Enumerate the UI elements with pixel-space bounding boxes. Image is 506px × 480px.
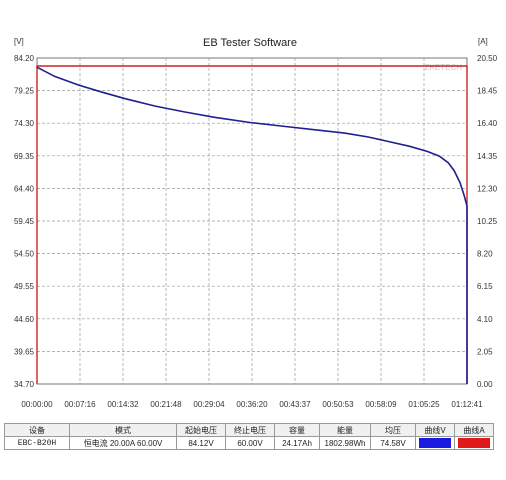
header-mode: 模式	[69, 423, 177, 437]
x-tick-labels: 00:00:00 00:07:16 00:14:32 00:21:48 00:29:04…	[21, 400, 483, 409]
x-tick-label: 00:14:32	[107, 400, 139, 409]
left-y-tick-labels: 84.20 79.25 74.30 69.35 64.40 59.45 54.50 49.55…	[14, 54, 35, 389]
left-y-tick-label: 69.35	[14, 152, 35, 161]
header-capacity: 容量	[274, 423, 320, 437]
device-cell: EBC-B20H	[4, 436, 70, 450]
header-device: 设备	[4, 423, 70, 437]
x-tick-label: 00:29:04	[193, 400, 225, 409]
right-y-tick-label: 0.00	[477, 380, 493, 389]
table-header-row: 设备 模式 起始电压 终止电压 容量 能量 均压 曲线V 曲线A	[4, 423, 494, 437]
energy-cell: 1802.98Wh	[319, 436, 371, 450]
right-axis-unit: [A]	[478, 37, 488, 46]
left-y-tick-label: 84.20	[14, 54, 35, 63]
left-y-tick-label: 49.55	[14, 282, 35, 291]
x-tick-label: 01:05:25	[408, 400, 440, 409]
right-y-tick-label: 6.15	[477, 282, 493, 291]
right-y-tick-label: 2.05	[477, 347, 493, 356]
left-y-tick-label: 34.70	[14, 380, 35, 389]
left-y-tick-label: 54.50	[14, 250, 35, 259]
curve-v-swatch-cell[interactable]	[415, 436, 455, 450]
right-y-tick-label: 8.20	[477, 250, 493, 259]
x-tick-label: 00:50:53	[322, 400, 354, 409]
right-y-tick-label: 20.50	[477, 54, 498, 63]
x-tick-label: 00:58:09	[365, 400, 397, 409]
grid-lines	[37, 58, 467, 384]
header-start-voltage: 起始电压	[176, 423, 226, 437]
right-y-tick-label: 18.45	[477, 87, 498, 96]
x-tick-label: 00:21:48	[150, 400, 182, 409]
x-tick-label: 00:07:16	[64, 400, 96, 409]
avg-voltage-cell: 74.58V	[370, 436, 416, 450]
left-y-tick-label: 39.65	[14, 347, 35, 356]
x-tick-label: 00:00:00	[21, 400, 53, 409]
left-y-tick-label: 44.60	[14, 315, 35, 324]
x-tick-label: 00:43:37	[279, 400, 311, 409]
right-y-tick-label: 10.25	[477, 217, 498, 226]
start-voltage-cell: 84.12V	[176, 436, 226, 450]
chart-title: EB Tester Software	[203, 37, 297, 49]
curve-a-swatch-cell[interactable]	[454, 436, 494, 450]
left-y-tick-label: 79.25	[14, 87, 35, 96]
voltage-series-line	[36, 66, 468, 384]
header-avg-voltage: 均压	[370, 423, 416, 437]
header-end-voltage: 终止电压	[225, 423, 275, 437]
series-layer	[36, 65, 468, 384]
left-axis-unit: [V]	[14, 37, 24, 46]
right-y-tick-label: 16.40	[477, 119, 498, 128]
right-y-tick-label: 14.35	[477, 152, 498, 161]
end-voltage-cell: 60.00V	[225, 436, 275, 450]
curve-a-color-swatch[interactable]	[458, 438, 490, 448]
chart: EB Tester Software [V] [A] 84.20 79.25 74.…	[14, 37, 498, 409]
curve-v-color-swatch[interactable]	[419, 438, 451, 448]
header-curve-a: 曲线A	[454, 423, 494, 437]
right-y-tick-label: 4.10	[477, 315, 493, 324]
left-y-tick-label: 64.40	[14, 184, 35, 193]
right-y-tick-labels: 20.50 18.45 16.40 14.35 12.30 10.25 8.20 6.15 4.…	[477, 54, 498, 389]
x-tick-label: 01:12:41	[451, 400, 483, 409]
header-curve-v: 曲线V	[415, 423, 455, 437]
mode-cell: 恒电流 20.00A 60.00V	[69, 436, 177, 450]
capacity-cell: 24.17Ah	[274, 436, 320, 450]
brand-watermark: ZKETECH	[425, 63, 463, 72]
left-y-tick-label: 59.45	[14, 217, 35, 226]
left-y-tick-label: 74.30	[14, 119, 35, 128]
table-row[interactable]: EBC-B20H 恒电流 20.00A 60.00V 84.12V 60.00V…	[4, 436, 494, 450]
header-energy: 能量	[319, 423, 371, 437]
x-tick-label: 00:36:20	[236, 400, 268, 409]
right-y-tick-label: 12.30	[477, 184, 498, 193]
info-table: 设备 模式 起始电压 终止电压 容量 能量 均压 曲线V 曲线A EBC-B20…	[4, 423, 494, 450]
